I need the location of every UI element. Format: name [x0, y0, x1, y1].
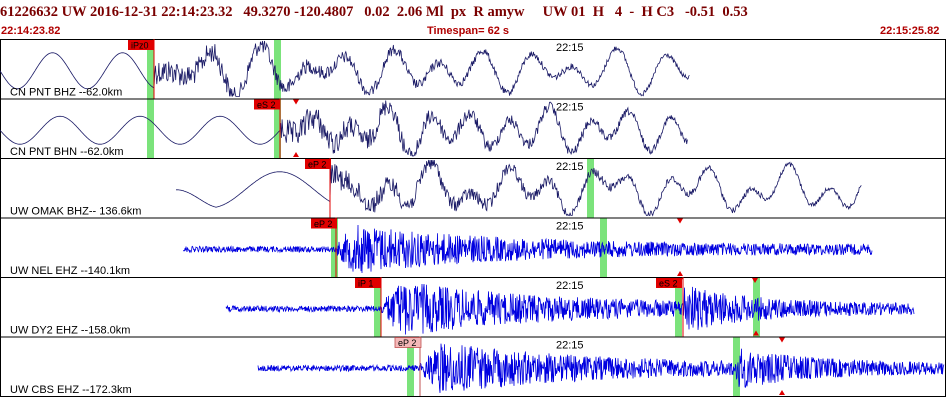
waveform-trace: [182, 224, 873, 274]
pick-label: eP 2: [308, 160, 326, 170]
trace-frame: [0, 336, 946, 397]
station-label: CN PNT BHZ --62.0km: [10, 87, 122, 99]
amplitude-window: [274, 40, 281, 99]
pick-label: eS 2: [257, 100, 276, 110]
time-tick-label: 22:15: [556, 42, 584, 54]
amplitude-window: [331, 218, 338, 277]
waveform-trace: [176, 159, 862, 217]
amplitude-window: [587, 159, 594, 218]
time-tick-label: 22:15: [556, 102, 584, 114]
amplitude-window: [407, 337, 414, 396]
pick-flag[interactable]: [355, 278, 381, 288]
time-axis-bar: 22:14:23.82 Timespan= 62 s 22:15:25.82: [0, 24, 947, 38]
pick-flag[interactable]: [656, 278, 682, 288]
pick-label: eS 2: [659, 279, 678, 289]
arrival-marker: [677, 271, 683, 276]
station-label: UW DY2 EHZ --158.0km: [10, 325, 130, 337]
time-tick-label: 22:15: [556, 280, 584, 292]
arrival-marker: [293, 99, 299, 105]
trace-panel[interactable]: iP 1 eS 2 22:15 UW DY2 EHZ --158.0km: [0, 277, 946, 338]
pick-label: eP 2: [398, 338, 416, 348]
station-label: UW CBS EHZ --172.3km: [10, 384, 132, 396]
arrival-marker: [752, 278, 758, 283]
station-label: UW OMAK BHZ-- 136.6km: [10, 206, 141, 218]
trace-panel[interactable]: eP 2 22:15 UW OMAK BHZ-- 136.6km: [0, 158, 946, 219]
waveform-trace: [0, 40, 690, 97]
pick-flag[interactable]: [254, 99, 280, 110]
arrival-marker: [677, 218, 683, 224]
pick-label: iP 1: [358, 279, 373, 289]
arrival-marker: [779, 390, 785, 395]
trace-frame: [0, 158, 946, 219]
pick-flag[interactable]: [128, 40, 154, 50]
waveform-trace: [225, 283, 915, 335]
arrival-marker: [753, 330, 759, 336]
pick-label: iPz0: [131, 41, 149, 51]
pick-label: eP 2: [314, 219, 332, 229]
waveform-trace: [257, 343, 945, 393]
amplitude-window: [147, 99, 154, 158]
start-time: 22:14:23.82: [1, 25, 61, 37]
trace-panel[interactable]: iPz0 22:15 CN PNT BHZ --62.0km: [0, 39, 946, 100]
pick-flag[interactable]: [394, 337, 422, 348]
pick-flag[interactable]: [305, 159, 331, 169]
trace-panel[interactable]: eP 2 22:15 UW NEL EHZ --140.1km: [0, 217, 946, 278]
arrival-marker: [677, 278, 683, 283]
trace-panel[interactable]: eP 2 22:15 UW CBS EHZ --172.3km: [0, 336, 946, 397]
arrival-marker: [779, 337, 785, 343]
station-label: UW NEL EHZ --140.1km: [10, 265, 130, 277]
amplitude-window: [733, 337, 740, 396]
trace-frame: [0, 98, 946, 159]
timespan-label: Timespan= 62 s: [427, 25, 510, 37]
time-tick-label: 22:15: [556, 340, 584, 352]
event-header: 61226632 UW 2016-12-31 22:14:23.32 49.32…: [0, 4, 748, 20]
amplitude-window: [374, 278, 381, 337]
station-label: CN PNT BHN --62.0km: [10, 146, 123, 158]
trace-panel[interactable]: eS 2 22:15 CN PNT BHN --62.0km: [0, 98, 946, 159]
amplitude-window: [274, 99, 281, 158]
amplitude-window: [147, 40, 154, 99]
time-tick-label: 22:15: [556, 221, 584, 233]
end-time: 22:15:25.82: [880, 25, 940, 37]
waveform-trace: [0, 100, 688, 157]
arrival-marker: [293, 152, 299, 157]
pick-flag[interactable]: [311, 218, 337, 229]
time-tick-label: 22:15: [556, 161, 584, 173]
seismogram-panel[interactable]: iPz0 22:15 CN PNT BHZ --62.0km eS 2 22:15 CN …: [0, 39, 947, 400]
